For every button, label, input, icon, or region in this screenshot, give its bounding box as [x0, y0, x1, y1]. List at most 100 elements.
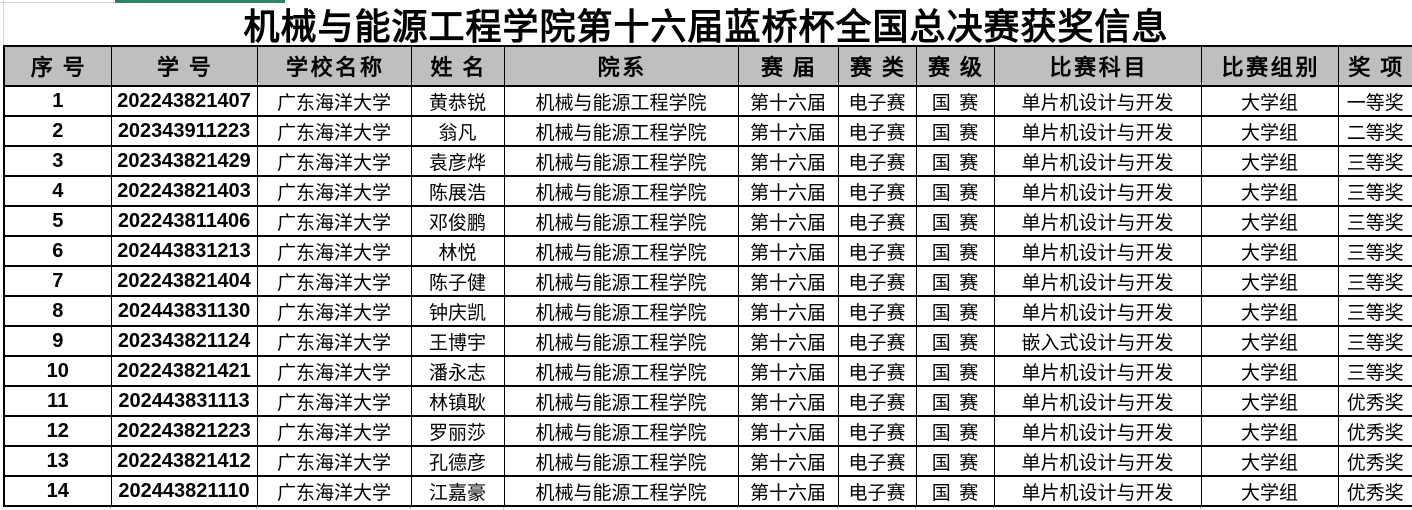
table-cell: 翁凡	[410, 115, 505, 147]
table-cell: 大学组	[1200, 355, 1339, 387]
table-cell: 单片机设计与开发	[993, 205, 1202, 237]
awards-table: 序号 学号 学校名称 姓名 院系 赛届 赛类 赛级 比赛科目 比赛组别 奖项 1…	[3, 45, 1412, 507]
table-cell: 202443821110	[110, 475, 258, 507]
table-cell: 广东海洋大学	[256, 115, 412, 147]
table-cell: 优秀奖	[1337, 415, 1412, 447]
table-cell: 第十六届	[737, 85, 839, 117]
column-header-department: 院系	[503, 45, 739, 87]
table-cell: 国赛	[915, 325, 995, 357]
table-cell: 大学组	[1200, 295, 1339, 327]
table-row: 3 202343821429 广东海洋大学 袁彦烨 机械与能源工程学院 第十六届 电子赛 国赛…	[3, 145, 1412, 177]
table-cell: 国赛	[915, 445, 995, 477]
table-cell: 国赛	[915, 175, 995, 207]
table-cell: 机械与能源工程学院	[503, 205, 739, 237]
table-cell: 大学组	[1200, 205, 1339, 237]
gridline-stub	[837, 507, 838, 510]
table-cell: 机械与能源工程学院	[503, 445, 739, 477]
table-cell: 14	[3, 475, 112, 507]
table-cell: 广东海洋大学	[256, 205, 412, 237]
table-cell: 大学组	[1200, 235, 1339, 267]
table-cell: 三等奖	[1337, 235, 1412, 267]
table-cell: 9	[3, 325, 112, 357]
table-cell: 大学组	[1200, 145, 1339, 177]
table-cell: 单片机设计与开发	[993, 85, 1202, 117]
table-cell: 二等奖	[1337, 115, 1412, 147]
column-header-session: 赛届	[737, 45, 839, 87]
table-cell: 第十六届	[737, 355, 839, 387]
table-cell: 202243821421	[110, 355, 258, 387]
table-cell: 第十六届	[737, 445, 839, 477]
column-header-subject: 比赛科目	[993, 45, 1202, 87]
table-row: 6 202443831213 广东海洋大学 林悦 机械与能源工程学院 第十六届 电子赛 国赛单…	[3, 235, 1412, 267]
table-cell: 第十六届	[737, 265, 839, 297]
table-cell: 王博宇	[410, 325, 505, 357]
table-cell: 第十六届	[737, 385, 839, 417]
table-cell: 202243821403	[110, 175, 258, 207]
table-cell: 广东海洋大学	[256, 85, 412, 117]
table-cell: 三等奖	[1337, 325, 1412, 357]
table-cell: 6	[3, 235, 112, 267]
table-cell: 黄恭锐	[410, 85, 505, 117]
column-header-award: 奖项	[1337, 45, 1412, 87]
table-row: 9 202343821124 广东海洋大学 王博宇 机械与能源工程学院 第十六届 电子赛 国赛…	[3, 325, 1412, 357]
table-cell: 第十六届	[737, 175, 839, 207]
table-cell: 大学组	[1200, 175, 1339, 207]
table-cell: 广东海洋大学	[256, 265, 412, 297]
table-cell: 三等奖	[1337, 355, 1412, 387]
table-cell: 广东海洋大学	[256, 415, 412, 447]
column-header-serial: 序号	[3, 45, 112, 87]
table-cell: 13	[3, 445, 112, 477]
table-cell: 电子赛	[837, 115, 917, 147]
table-cell: 大学组	[1200, 325, 1339, 357]
table-cell: 广东海洋大学	[256, 355, 412, 387]
gridline-stub	[737, 507, 738, 510]
table-row: 1 202243821407 广东海洋大学 黄恭锐 机械与能源工程学院 第十六届 电子赛 国赛…	[3, 85, 1412, 117]
gridline-stub	[993, 507, 994, 510]
table-row: 13 202243821412 广东海洋大学 孔德彦 机械与能源工程学院 第十六届 电子赛国…	[3, 445, 1412, 477]
table-row: 7 202243821404 广东海洋大学 陈子健 机械与能源工程学院 第十六届 电子赛 国赛…	[3, 265, 1412, 297]
table-cell: 国赛	[915, 235, 995, 267]
table-cell: 大学组	[1200, 385, 1339, 417]
table-cell: 单片机设计与开发	[993, 235, 1202, 267]
table-cell: 机械与能源工程学院	[503, 355, 739, 387]
column-header-school: 学校名称	[256, 45, 412, 87]
table-cell: 罗丽莎	[410, 415, 505, 447]
gridline-stub	[110, 507, 111, 510]
table-cell: 第十六届	[737, 205, 839, 237]
table-row: 8 202443831130 广东海洋大学 钟庆凯 机械与能源工程学院 第十六届 电子赛 国赛…	[3, 295, 1412, 327]
table-cell: 202243821407	[110, 85, 258, 117]
table-cell: 电子赛	[837, 325, 917, 357]
table-cell: 大学组	[1200, 85, 1339, 117]
table-cell: 3	[3, 145, 112, 177]
table-cell: 国赛	[915, 385, 995, 417]
selection-accent-bar	[115, 0, 285, 3]
table-cell: 单片机设计与开发	[993, 415, 1202, 447]
table-cell: 202243821404	[110, 265, 258, 297]
table-cell: 大学组	[1200, 475, 1339, 507]
table-cell: 国赛	[915, 265, 995, 297]
table-cell: 第十六届	[737, 415, 839, 447]
table-cell: 优秀奖	[1337, 385, 1412, 417]
table-cell: 广东海洋大学	[256, 295, 412, 327]
table-cell: 陈展浩	[410, 175, 505, 207]
table-cell: 202343911223	[110, 115, 258, 147]
table-cell: 电子赛	[837, 355, 917, 387]
table-row: 10 202243821421 广东海洋大学 潘永志 机械与能源工程学院 第十六届 电子赛国…	[3, 355, 1412, 387]
gridline-stub	[410, 507, 411, 510]
table-cell: 电子赛	[837, 145, 917, 177]
table-cell: 广东海洋大学	[256, 475, 412, 507]
table-cell: 大学组	[1200, 445, 1339, 477]
table-cell: 单片机设计与开发	[993, 145, 1202, 177]
table-cell: 三等奖	[1337, 265, 1412, 297]
table-cell: 202243821412	[110, 445, 258, 477]
gridline-stub	[503, 507, 504, 510]
table-cell: 广东海洋大学	[256, 385, 412, 417]
table-cell: 国赛	[915, 355, 995, 387]
table-cell: 电子赛	[837, 205, 917, 237]
table-cell: 袁彦烨	[410, 145, 505, 177]
table-cell: 单片机设计与开发	[993, 295, 1202, 327]
table-cell: 单片机设计与开发	[993, 475, 1202, 507]
table-cell: 202243811406	[110, 205, 258, 237]
table-cell: 电子赛	[837, 385, 917, 417]
table-cell: 单片机设计与开发	[993, 355, 1202, 387]
